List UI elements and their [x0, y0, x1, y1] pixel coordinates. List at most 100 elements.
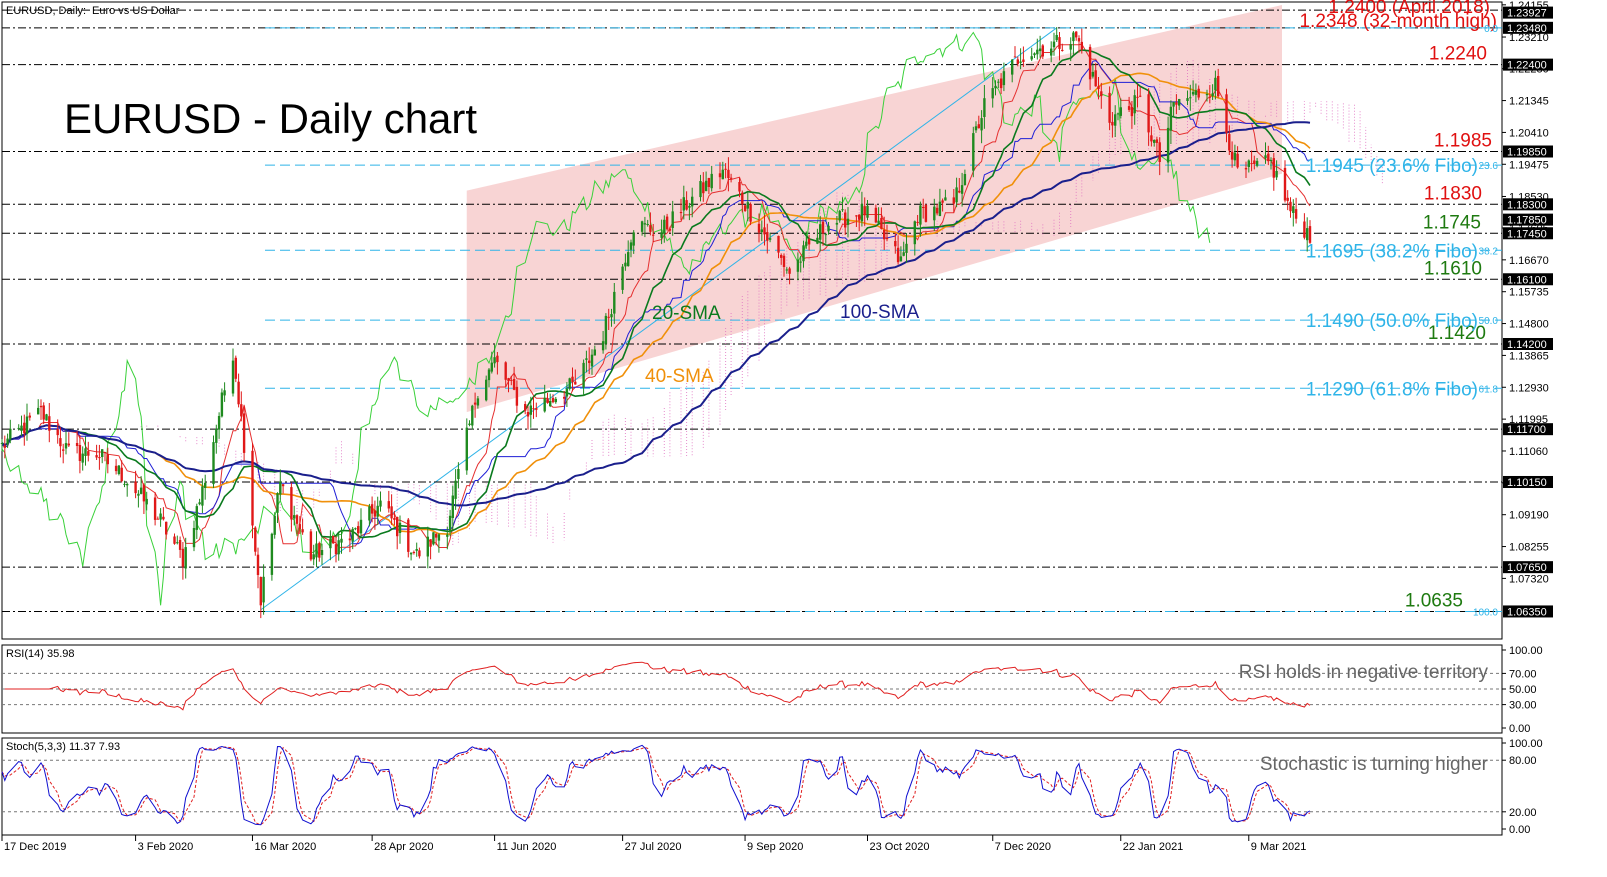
candle-body: [1267, 153, 1270, 162]
candle-body: [997, 81, 1000, 83]
candle-body: [685, 200, 688, 210]
candle-body: [551, 397, 555, 403]
candle-body: [312, 554, 315, 560]
candle-body: [1058, 37, 1061, 49]
candle-body: [454, 480, 457, 499]
candle-body: [134, 481, 137, 494]
candle-body: [741, 192, 744, 205]
candle-body: [429, 539, 432, 547]
candle-body: [387, 501, 390, 509]
candle-body: [471, 405, 474, 426]
x-tick-label: 28 Apr 2020: [374, 841, 433, 853]
candle-body: [1294, 209, 1298, 219]
level-label: 1.2348 (32-month high): [1299, 11, 1497, 32]
candle-body: [432, 532, 435, 545]
candle-body: [746, 202, 749, 209]
candle-body: [1205, 94, 1209, 96]
sma-annotation: 100-SMA: [840, 302, 920, 323]
candle-body: [3, 445, 6, 448]
candle-body: [468, 423, 471, 425]
x-tick-label: 22 Jan 2021: [1123, 841, 1184, 853]
price-tag-box: [1503, 561, 1553, 574]
price-tick-label: 1.16670: [1509, 255, 1549, 267]
candle-body: [827, 225, 830, 232]
candle-body: [1111, 121, 1114, 126]
price-tick-label: 1.13865: [1509, 350, 1549, 362]
candle-body: [1303, 221, 1306, 238]
candle-body: [281, 484, 285, 487]
candle-body: [56, 429, 59, 436]
candle-body: [348, 538, 352, 541]
candle-body: [896, 247, 900, 263]
x-tick-label: 9 Mar 2021: [1251, 841, 1307, 853]
candle-body: [262, 576, 265, 603]
candle-body: [574, 381, 577, 385]
sma100-line: [1, 121, 1311, 507]
chart-title: EURUSD - Daily chart: [64, 95, 477, 142]
candle-body: [768, 238, 772, 240]
candle-body: [607, 316, 610, 318]
sma-annotation: 40-SMA: [645, 366, 714, 387]
level-label: 1.2240: [1429, 44, 1487, 65]
candle-body: [844, 212, 847, 228]
candle-body: [1119, 107, 1122, 116]
candle-body: [298, 524, 301, 529]
candle-body: [894, 241, 897, 247]
stoch-label: Stoch(5,3,3) 11.37 7.93: [6, 741, 120, 753]
sma-annotation: 20-SMA: [652, 303, 721, 324]
candle-body: [139, 487, 143, 494]
candle-body: [621, 266, 624, 290]
candle-body: [999, 78, 1003, 89]
candle-body: [1225, 94, 1228, 133]
candle-body: [821, 221, 825, 234]
candle-body: [699, 181, 702, 198]
candle-body: [117, 465, 121, 474]
price-tag-label: 1.14200: [1507, 339, 1547, 351]
candle-body: [485, 379, 488, 401]
candle-body: [251, 450, 254, 526]
candle-body: [1269, 160, 1273, 161]
candle-body: [504, 362, 507, 380]
candle-body: [944, 197, 947, 201]
candle-body: [860, 204, 864, 222]
candle-body: [1080, 41, 1083, 50]
candle-body: [123, 483, 126, 485]
candle-body: [473, 402, 477, 405]
candle-body: [799, 261, 802, 263]
candle-body: [270, 533, 274, 575]
candle-body: [977, 124, 980, 129]
candle-body: [1116, 113, 1120, 115]
candle-body: [649, 225, 652, 232]
stoch-tick-label: 100.00: [1509, 738, 1543, 750]
candle-body: [465, 427, 468, 471]
candle-body: [1114, 114, 1117, 126]
price-tick-label: 1.19475: [1509, 159, 1549, 171]
candle-body: [1292, 206, 1295, 213]
candle-body: [1233, 152, 1237, 161]
candle-body: [515, 386, 519, 406]
candle-body: [938, 201, 942, 216]
stoch-annotation: Stochastic is turning higher: [1260, 754, 1489, 775]
candle-body: [983, 98, 986, 117]
stoch-tick-label: 20.00: [1509, 807, 1537, 819]
price-tick-label: 1.21345: [1509, 96, 1549, 108]
candle-body: [738, 182, 741, 192]
candle-body: [796, 259, 800, 272]
price-tag-label: 1.18300: [1507, 199, 1547, 211]
fibo-label: 1.1695 (38.2% Fibo): [1306, 241, 1478, 262]
candle-body: [841, 209, 844, 211]
candle-body: [407, 519, 410, 552]
candle-body: [958, 190, 961, 193]
candle-body: [766, 232, 769, 241]
candle-body: [972, 133, 975, 171]
candle-body: [785, 269, 788, 271]
x-tick-label: 17 Dec 2019: [4, 841, 66, 853]
candle-body: [1061, 49, 1064, 51]
candle-body: [1286, 197, 1289, 201]
candle-body: [899, 256, 903, 262]
candle-body: [1022, 59, 1025, 62]
candle-body: [1013, 56, 1017, 58]
candle-body: [507, 378, 510, 382]
candle-body: [204, 482, 207, 488]
candle-body: [1150, 135, 1153, 142]
